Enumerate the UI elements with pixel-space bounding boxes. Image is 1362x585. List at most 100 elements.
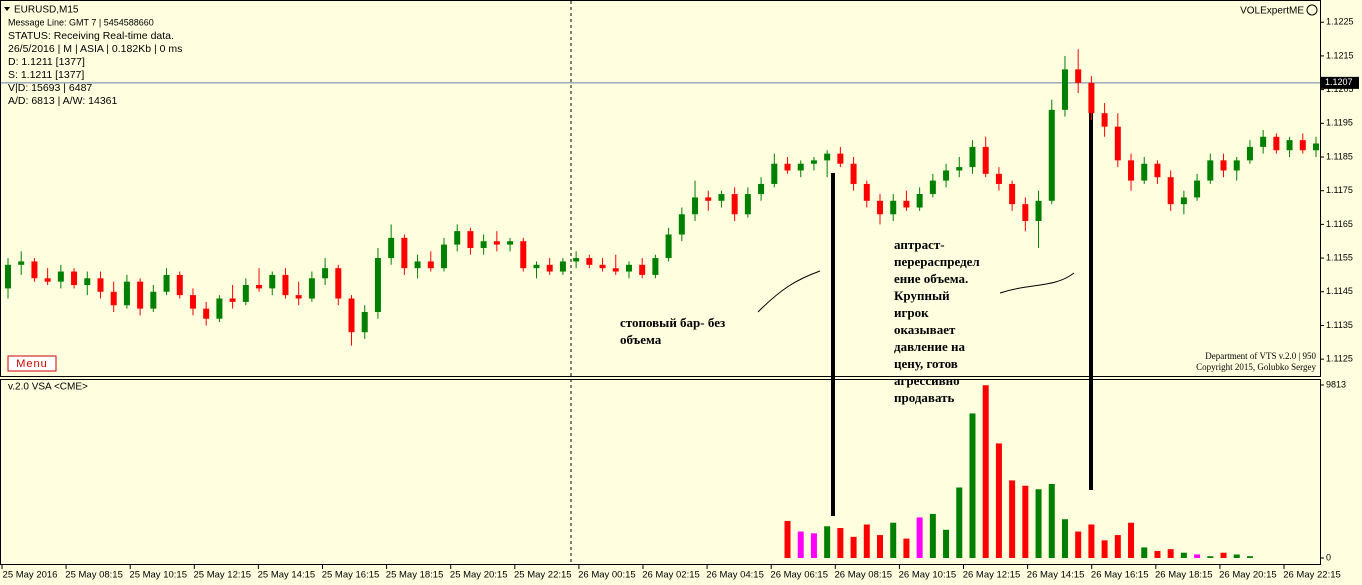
candle-body — [1075, 69, 1082, 83]
candle-body — [1035, 200, 1042, 222]
candle-body — [995, 173, 1002, 184]
candle-body — [784, 163, 791, 171]
candle-body — [1022, 204, 1029, 222]
candle-body — [454, 231, 461, 245]
annotation-text: продавать — [894, 390, 954, 405]
candle-body — [256, 285, 263, 289]
volume-bar — [797, 531, 804, 558]
annotation-text: давление на — [894, 339, 965, 354]
expert-name: VOLExpertME — [1240, 6, 1304, 17]
candle-body — [837, 153, 844, 164]
candle-body — [810, 160, 817, 164]
candle-body — [956, 167, 963, 171]
candle-body — [269, 274, 276, 289]
candle-body — [203, 308, 210, 319]
candle-body — [57, 271, 64, 282]
candle-body — [652, 258, 659, 275]
candle-body — [322, 268, 329, 279]
volume-bar — [824, 526, 831, 558]
candle-body — [1299, 140, 1306, 151]
candle-body — [1048, 109, 1055, 201]
volume-bar — [1009, 480, 1016, 558]
candle-body — [388, 237, 395, 259]
candle-body — [1233, 160, 1240, 171]
annotation-text: игрок — [894, 305, 929, 320]
annotation-curve — [999, 272, 1075, 294]
candle-body — [467, 231, 474, 248]
volume-bar — [1022, 485, 1029, 558]
y-tick-label: 1.1205 — [1326, 84, 1354, 94]
candle-body — [969, 146, 976, 168]
candle-body — [5, 264, 11, 289]
candle-body — [1167, 177, 1174, 205]
candle-body — [31, 261, 38, 279]
candle-body — [758, 183, 765, 195]
candle-body — [71, 271, 78, 286]
x-tick-label: 26 May 00:15 — [578, 570, 636, 581]
candle-body — [189, 295, 196, 309]
candle-body — [982, 146, 989, 174]
candle-body — [771, 163, 778, 184]
candle-body — [1061, 69, 1068, 110]
candle-body — [625, 264, 632, 272]
volume-bar — [956, 487, 963, 558]
annotation-curve — [757, 270, 821, 313]
info-line: 26/5/2016 | M | ASIA | 0.182Kb | 0 ms — [8, 43, 182, 55]
candle-body — [1260, 136, 1267, 147]
info-line: Message Line: GMT 7 | 5454588660 — [8, 17, 154, 27]
menu-frame[interactable] — [7, 355, 57, 372]
volume-bar — [1075, 531, 1082, 558]
candle-body — [414, 261, 421, 269]
x-tick-label: 25 May 2016 — [3, 570, 58, 581]
volume-bar — [1180, 552, 1187, 558]
candle-body — [612, 268, 619, 272]
candle-body — [335, 268, 342, 299]
candle-body — [718, 194, 725, 201]
candle-body — [1313, 143, 1319, 151]
candle-body — [427, 261, 434, 269]
candle-body — [929, 180, 936, 195]
x-tick-label: 26 May 16:15 — [1091, 570, 1149, 581]
menu-button[interactable]: Menu — [7, 355, 57, 372]
candle-body — [480, 241, 487, 248]
y-tick-label: 1.1215 — [1326, 50, 1354, 60]
candle-body — [943, 170, 950, 181]
candle-body — [1088, 82, 1095, 114]
candle-body — [877, 200, 883, 215]
menu-label[interactable]: Menu — [16, 358, 48, 370]
candle-body — [176, 274, 183, 296]
dropdown-icon[interactable] — [4, 7, 10, 11]
x-tick-label: 25 May 14:15 — [258, 570, 316, 581]
expert-icon[interactable] — [1306, 4, 1318, 16]
credits-line: Department of VTS v.2.0 | 950 — [1205, 351, 1316, 361]
candle-body — [797, 163, 804, 171]
volume-bar — [1101, 540, 1108, 558]
candle-body — [361, 311, 368, 333]
info-line: STATUS: Receiving Real-time data. — [8, 30, 174, 42]
x-tick-label: 26 May 20:15 — [1219, 570, 1277, 581]
candle-body — [586, 258, 593, 265]
candle-body — [824, 153, 831, 161]
candle-body — [441, 244, 447, 269]
candle-body — [507, 241, 514, 245]
candle-body — [1141, 163, 1148, 181]
y-tick-label: 1.1225 — [1326, 17, 1354, 27]
x-tick-label: 25 May 18:15 — [386, 570, 444, 581]
volume-tick-label: 0 — [1326, 552, 1331, 562]
volume-bar — [929, 513, 936, 558]
volume-panel — [0, 379, 1321, 565]
candle-body — [401, 237, 408, 269]
y-tick-label: 1.1125 — [1326, 354, 1353, 364]
candle-body — [1194, 180, 1201, 198]
volume-bar — [890, 522, 897, 558]
volume-bar — [1035, 489, 1042, 558]
volume-bar — [863, 524, 870, 558]
candle-body — [84, 278, 91, 286]
candle-body — [295, 295, 302, 299]
volume-bar — [1233, 554, 1240, 558]
y-tick-label: 1.1145 — [1326, 286, 1353, 296]
volume-bar — [1220, 552, 1227, 558]
x-tick-label: 25 May 12:15 — [194, 570, 252, 581]
candle-body — [916, 194, 923, 208]
y-tick-label: 1.1155 — [1326, 252, 1353, 262]
